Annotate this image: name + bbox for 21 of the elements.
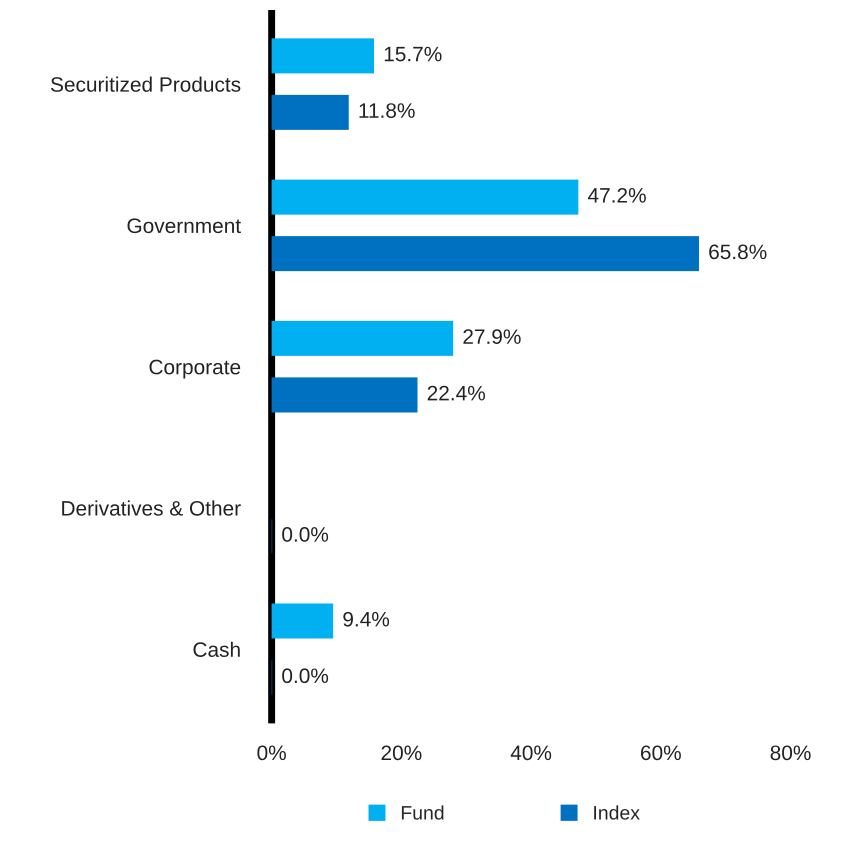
data-label: 47.2% (588, 188, 646, 203)
x-tick-label: 40% (510, 745, 552, 760)
x-tick-label: 20% (382, 745, 422, 760)
data-label: 22.4% (428, 386, 485, 400)
data-label: 11.8% (360, 103, 415, 118)
legend-label: Fund (402, 805, 444, 820)
x-tick-label: 80% (770, 745, 811, 760)
x-tick-label: 60% (641, 745, 681, 760)
x-tick-label: 0% (257, 745, 286, 760)
data-label: 65.8% (709, 244, 766, 260)
data-label: 0.0% (282, 527, 328, 542)
legend-label: Index (594, 805, 640, 820)
data-label: 9.4% (343, 612, 390, 627)
y-tick-label: Derivatives & Other (62, 500, 241, 516)
y-tick-label: Securitized Products (50, 76, 240, 92)
data-label: 15.7% (384, 46, 442, 62)
y-tick-label: Cash (194, 642, 240, 658)
data-label: 0.0% (282, 668, 328, 684)
y-tick-label: Corporate (150, 360, 240, 379)
y-tick-label: Government (128, 218, 241, 234)
data-label: 27.9% (463, 329, 521, 344)
